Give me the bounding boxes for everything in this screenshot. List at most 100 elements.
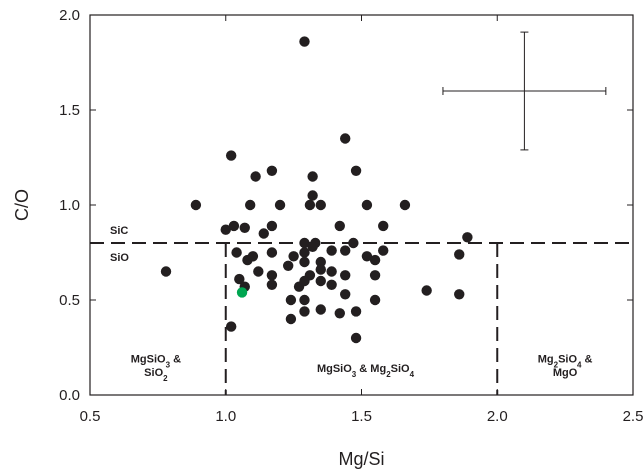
data-point xyxy=(299,306,310,317)
formula-text: MgO xyxy=(553,367,578,379)
formula-text: SiO xyxy=(144,367,163,379)
formula-text: MgSiO xyxy=(131,354,166,366)
data-point xyxy=(369,254,381,266)
sic-label: SiC xyxy=(110,225,128,237)
subscript: 2 xyxy=(554,360,559,369)
data-point xyxy=(285,294,297,306)
region-right-label-line2: MgO xyxy=(553,367,578,379)
data-point xyxy=(350,306,362,317)
data-points xyxy=(160,36,473,344)
formula-text: & xyxy=(170,354,181,366)
data-point xyxy=(258,228,269,239)
region-left-label-line1: MgSiO3 & xyxy=(131,354,181,370)
x-tick-label: 1.0 xyxy=(215,408,236,425)
y-tick-label: 0.0 xyxy=(59,387,80,404)
subscript: 4 xyxy=(577,360,582,369)
highlight-point xyxy=(236,287,248,298)
data-point xyxy=(454,289,465,300)
subscript: 3 xyxy=(352,370,357,379)
data-point xyxy=(282,260,294,271)
data-point xyxy=(334,308,345,319)
data-point xyxy=(454,249,465,260)
data-point xyxy=(299,237,310,249)
data-point xyxy=(307,190,318,201)
data-point xyxy=(299,256,310,268)
data-point xyxy=(160,266,172,277)
data-point xyxy=(378,220,389,232)
data-point xyxy=(315,275,326,287)
y-tick-label: 0.5 xyxy=(59,292,80,309)
data-point xyxy=(244,199,256,211)
region-right-label-line1: Mg2SiO4 & xyxy=(538,354,593,370)
data-point xyxy=(334,220,345,232)
data-point xyxy=(421,285,432,296)
subscript: 2 xyxy=(163,374,168,383)
region-dividers xyxy=(90,242,633,395)
data-point xyxy=(340,245,351,256)
region-labels: SiC SiO MgSiO3 & SiO2 MgSiO3 & Mg2SiO4 M… xyxy=(110,225,593,383)
formula-text: Mg xyxy=(538,354,554,366)
data-point xyxy=(369,294,381,306)
plot-border xyxy=(89,14,634,396)
formula-text: SiO xyxy=(391,363,410,375)
y-tick-label: 2.0 xyxy=(59,7,80,24)
y-axis-title: C/O xyxy=(12,189,32,221)
data-point xyxy=(462,232,473,243)
sio-label: SiO xyxy=(110,252,129,264)
data-point xyxy=(274,199,286,211)
data-point xyxy=(326,279,337,290)
region-middle-label: MgSiO3 & Mg2SiO4 xyxy=(317,363,415,379)
data-point xyxy=(340,133,351,144)
error-bar xyxy=(442,31,607,151)
data-point xyxy=(304,199,316,211)
y-tick-label: 1.5 xyxy=(59,102,80,119)
data-point xyxy=(350,165,362,176)
axis-ticks: 0.5 1.0 1.5 2.0 2.50.00.51.01.52.0 xyxy=(59,7,643,425)
x-tick-label: 2.0 xyxy=(487,408,508,425)
x-axis-title: Mg/Si xyxy=(338,449,384,469)
data-point xyxy=(307,171,318,182)
data-point xyxy=(361,199,373,211)
data-point xyxy=(299,36,310,47)
formula-text: SiO xyxy=(558,354,577,366)
data-point xyxy=(228,220,240,232)
data-point xyxy=(299,247,310,258)
data-point xyxy=(378,245,389,256)
region-left-label-line2: SiO2 xyxy=(144,367,168,383)
data-point xyxy=(266,165,278,176)
x-tick-label: 2.5 xyxy=(623,408,644,425)
data-point xyxy=(220,224,231,235)
data-point xyxy=(315,304,326,315)
data-point xyxy=(288,251,299,262)
data-point xyxy=(225,150,237,161)
data-point xyxy=(299,275,310,287)
data-point xyxy=(326,266,337,277)
subscript: 2 xyxy=(386,370,391,379)
data-point xyxy=(315,264,326,275)
subscript: 4 xyxy=(410,370,415,379)
data-point xyxy=(361,251,373,262)
data-point xyxy=(369,270,381,281)
data-point xyxy=(266,247,278,258)
data-point xyxy=(231,247,242,258)
data-point xyxy=(350,332,362,344)
formula-text: & xyxy=(582,354,593,366)
data-point xyxy=(340,270,351,281)
data-point xyxy=(266,220,278,232)
data-point xyxy=(190,199,202,211)
data-point xyxy=(285,313,297,325)
data-point xyxy=(234,273,245,285)
data-point xyxy=(326,245,337,256)
data-point xyxy=(266,270,278,281)
data-point xyxy=(315,256,326,268)
x-tick-label: 1.5 xyxy=(351,408,372,425)
x-tick-label: 0.5 xyxy=(80,408,101,425)
data-point xyxy=(250,171,261,182)
plot-frame xyxy=(89,14,634,396)
data-point xyxy=(225,321,237,332)
data-point xyxy=(299,294,310,306)
data-point xyxy=(348,237,359,249)
formula-text: & Mg xyxy=(356,363,386,375)
data-point xyxy=(266,279,278,290)
